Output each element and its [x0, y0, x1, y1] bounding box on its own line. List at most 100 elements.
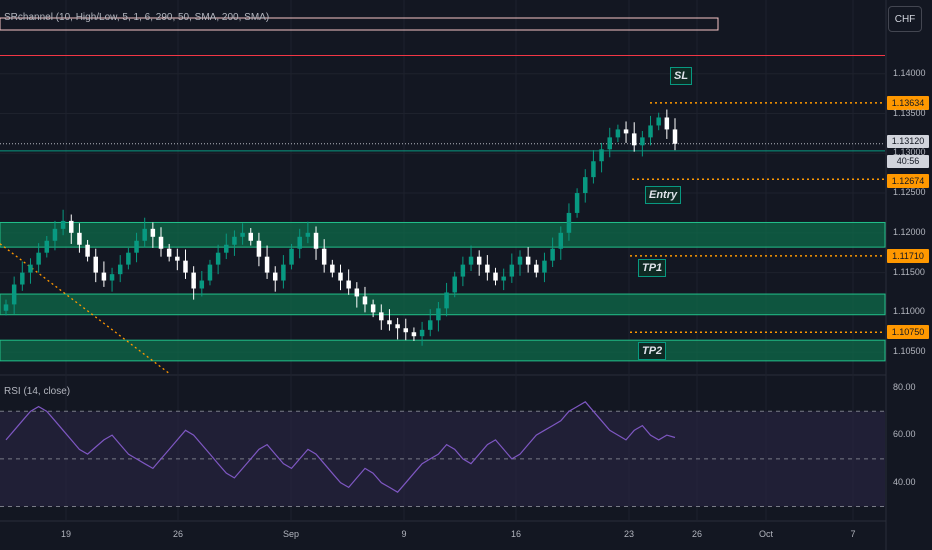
candle-body: [191, 272, 196, 289]
candle-body: [109, 274, 115, 281]
candle-body: [354, 288, 360, 297]
candle-body: [77, 232, 82, 245]
candle-body: [452, 276, 457, 293]
candle-body: [150, 228, 156, 237]
candle-body: [232, 236, 237, 245]
candle-body: [436, 308, 441, 321]
candle-body: [387, 320, 392, 325]
tp2-annotation[interactable]: TP2: [638, 342, 667, 360]
time-tick-label: 16: [510, 529, 522, 539]
time-tick-label: 19: [60, 529, 72, 539]
candle-body: [444, 292, 449, 309]
time-tick-label: 7: [850, 529, 856, 539]
bar-countdown-tag: 40:56: [887, 154, 929, 168]
candle-body: [289, 248, 294, 265]
sl-price-tag: 1.13634: [887, 95, 929, 110]
price-tick-label: 1.11500: [893, 266, 925, 277]
sr-zone-3: [0, 339, 886, 362]
candle-body: [631, 133, 637, 146]
candle-body: [224, 244, 229, 253]
currency-button[interactable]: CHF: [888, 6, 922, 32]
time-tick-label: 26: [172, 529, 184, 539]
candle-body: [240, 232, 245, 237]
candle-body: [648, 125, 653, 138]
candle-body: [664, 117, 670, 130]
srchannel-header-box: [0, 17, 719, 31]
candle-body: [656, 117, 661, 126]
candle-body: [60, 220, 66, 229]
candle-body: [207, 264, 213, 281]
candle-body: [599, 149, 604, 162]
price-tick-label: 1.13000: [893, 147, 926, 158]
price-tick-label: 1.14000: [893, 67, 926, 78]
candle-body: [117, 264, 123, 275]
time-tick-label: 9: [401, 529, 407, 539]
candle-body: [166, 248, 172, 257]
candle-body: [558, 232, 564, 249]
rsi-tick-label: 80.00: [893, 381, 916, 392]
candle-body: [3, 304, 9, 311]
candle-body: [615, 129, 621, 138]
rsi-tick-label: 40.00: [893, 476, 916, 487]
candle-body: [272, 272, 278, 281]
price-tick-label: 1.11000: [893, 306, 925, 317]
candle-body: [11, 284, 17, 305]
candle-body: [403, 328, 409, 333]
candle-body: [281, 264, 286, 281]
tp1-annotation[interactable]: TP1: [638, 259, 667, 277]
candle-body: [321, 248, 327, 265]
candle-body: [142, 228, 147, 241]
price-tick-label: 1.13500: [893, 107, 926, 118]
time-tick-label: 26: [691, 529, 703, 539]
candle-body: [476, 256, 482, 265]
candle-body: [330, 264, 335, 273]
candle-body: [411, 332, 417, 337]
candle-body: [175, 256, 180, 261]
candle-body: [672, 129, 678, 144]
candle-body: [338, 272, 343, 281]
srchannel-indicator-label[interactable]: SRchannel (10, High/Low, 5, 1, 6, 290, 5…: [4, 12, 270, 23]
sl-annotation[interactable]: SL: [670, 67, 693, 85]
candle-body: [525, 256, 531, 265]
candle-body: [36, 252, 41, 265]
rsi-indicator-label[interactable]: RSI (14, close): [4, 386, 71, 397]
candle-body: [607, 137, 612, 150]
candle-body: [297, 236, 302, 249]
candle-body: [85, 244, 90, 257]
candle-body: [134, 240, 139, 253]
candle-body: [44, 240, 50, 253]
candle-body: [215, 252, 221, 265]
price-tick-label: 1.12500: [893, 187, 926, 198]
candle-body: [248, 232, 253, 241]
entry-price-tag: 1.12674: [887, 174, 929, 189]
candle-body: [509, 264, 515, 277]
candle-body: [126, 252, 131, 265]
rsi-tick-label: 60.00: [893, 429, 916, 440]
candle-body: [313, 232, 319, 249]
candle-body: [485, 264, 490, 273]
candle-body: [583, 177, 588, 194]
sr-zone-2: [0, 293, 886, 316]
entry-annotation[interactable]: Entry: [645, 186, 682, 204]
candle-body: [305, 232, 311, 237]
candle-body: [69, 220, 74, 233]
candle-body: [28, 264, 33, 273]
candle-body: [591, 161, 596, 178]
candle-body: [379, 312, 384, 321]
candle-body: [640, 137, 645, 146]
current-price-tag: 1.13120: [887, 134, 929, 148]
candle-body: [428, 320, 433, 330]
candle-body: [542, 260, 547, 273]
candle-body: [395, 324, 400, 329]
candle-body: [534, 264, 539, 273]
candle-body: [101, 272, 107, 281]
candle-body: [256, 240, 262, 257]
candle-body: [264, 256, 270, 273]
time-tick-label: Oct: [758, 529, 774, 539]
candle-body: [460, 264, 466, 277]
candle-body: [566, 212, 572, 233]
time-tick-label: 23: [623, 529, 635, 539]
candle-body: [52, 228, 58, 241]
sr-zone-1: [0, 221, 886, 248]
